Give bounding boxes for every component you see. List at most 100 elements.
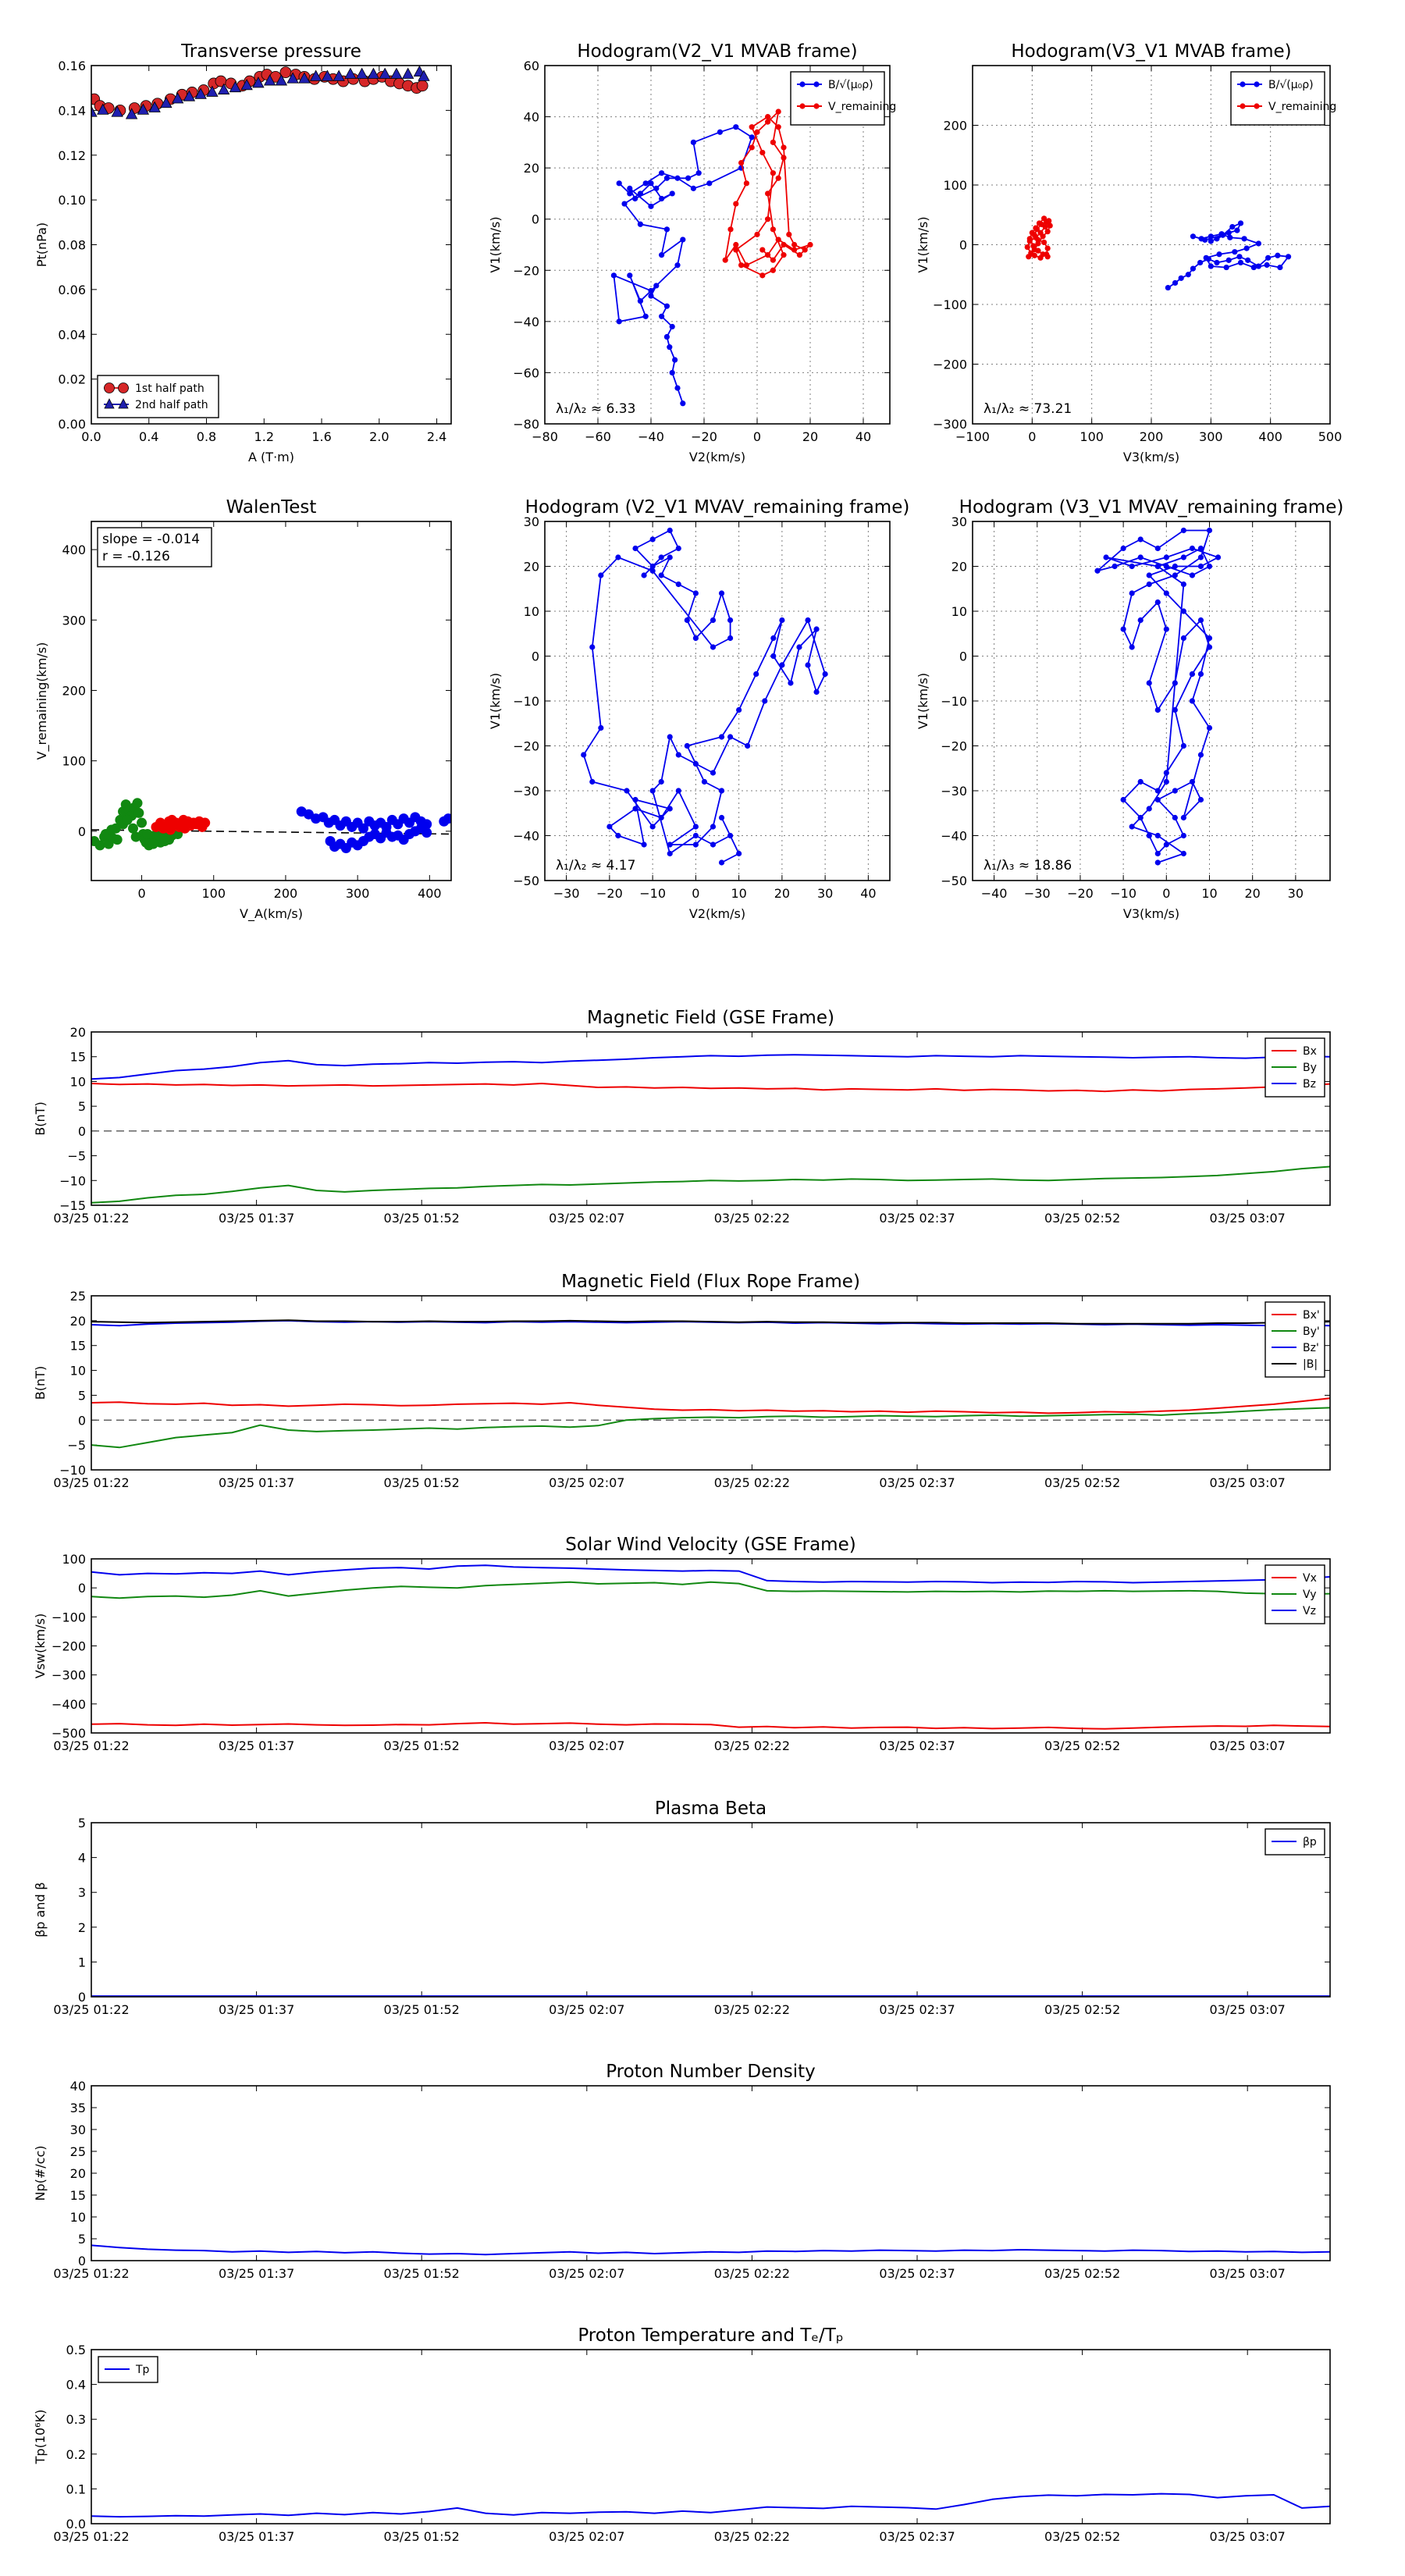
y-tick-label: 0.3 (66, 2412, 86, 2427)
data-point (606, 824, 613, 830)
data-point (710, 644, 717, 650)
y-tick-label: 15 (70, 1339, 86, 1354)
data-point (1041, 239, 1048, 246)
data-point (663, 226, 670, 233)
y-tick-label: 20 (70, 1025, 86, 1040)
chart-p3: Hodogram(V3_V1 MVAB frame) −100 0 100 200 300… (916, 41, 1342, 464)
legend-marker (1254, 81, 1260, 87)
x-tick-label: 30 (817, 886, 833, 901)
data-point (738, 159, 745, 166)
data-point (1220, 232, 1226, 238)
data-point (610, 272, 617, 279)
series-line-tp (91, 2492, 1330, 2518)
y-tick-label: 30 (70, 2122, 86, 2137)
y-tick-label: 0 (78, 824, 86, 839)
y-tick-label: 4 (78, 1851, 86, 1866)
legend: βp (1264, 1828, 1325, 1856)
data-point (1189, 671, 1196, 678)
y-axis-label: Tp(10⁶K) (33, 2410, 48, 2465)
data-point (727, 832, 734, 839)
data-point (759, 149, 766, 156)
data-point (137, 817, 148, 828)
series-group (91, 2492, 1330, 2518)
x-tick-label: −20 (596, 886, 623, 901)
x-tick-label: 03/25 01:37 (219, 1738, 294, 1753)
x-axis-label: V_A(km/s) (240, 906, 303, 922)
y-tick-label: 0 (78, 1124, 86, 1139)
x-tick-label: 20 (774, 886, 790, 901)
y-tick-label: 3 (78, 1885, 86, 1900)
data-point (1223, 264, 1229, 271)
y-tick-label: −200 (933, 358, 967, 372)
data-point (727, 734, 734, 740)
y-tick-label: −300 (52, 1668, 86, 1683)
data-point (791, 247, 798, 253)
data-point (667, 850, 673, 857)
legend-label: Bx' (1303, 1309, 1320, 1322)
x-tick-label: 03/25 02:07 (549, 2529, 624, 2544)
chart-title: Plasma Beta (655, 1799, 767, 1819)
plot-frame (91, 1558, 1331, 1734)
series-line-bx- (91, 1397, 1330, 1414)
legend-marker (118, 382, 129, 393)
data-point (1197, 752, 1204, 758)
x-tick-label: 03/25 03:07 (1210, 1738, 1286, 1753)
x-tick-label: 200 (274, 886, 298, 901)
legend: Bx By Bz (1264, 1037, 1325, 1098)
y-tick-label: 100 (62, 754, 86, 769)
data-point (627, 185, 633, 191)
data-point (718, 590, 725, 596)
data-point (727, 635, 734, 642)
series-group (91, 1319, 1330, 1449)
data-point (1189, 778, 1196, 785)
data-point (632, 545, 638, 552)
data-point (1185, 272, 1191, 278)
y-tick-label: 0.4 (66, 2378, 86, 2393)
series-line-bz (91, 1054, 1330, 1080)
data-point (1046, 218, 1052, 224)
data-point (1137, 554, 1144, 560)
series-line-by (91, 1165, 1330, 1204)
series-line--b- (91, 1319, 1330, 1325)
x-tick-label: 03/25 01:52 (384, 1211, 460, 1226)
data-point (1234, 227, 1240, 233)
x-tick-label: 03/25 03:07 (1210, 2002, 1286, 2017)
data-point (1172, 279, 1179, 286)
data-point (91, 105, 98, 117)
chart-title: Hodogram (V3_V1 MVAV_remaining frame) (959, 497, 1344, 518)
y-tick-label: −5 (67, 1149, 86, 1164)
data-point (1036, 220, 1043, 226)
legend-label: 1st half path (135, 382, 205, 395)
data-point (1214, 259, 1220, 266)
data-point (1206, 527, 1213, 534)
data-point (765, 119, 771, 125)
chart-p8: Magnetic Field (Flux Rope Frame) 03/25 01… (33, 1272, 1331, 1490)
y-tick-label: 25 (70, 2144, 86, 2159)
y-axis-label: V1(km/s) (488, 673, 503, 729)
data-point (183, 90, 196, 101)
data-point (1172, 814, 1178, 821)
data-point (1245, 257, 1251, 263)
data-point (1255, 263, 1261, 269)
data-point (680, 400, 686, 407)
data-point (418, 69, 430, 81)
x-tick-label: 03/25 02:07 (549, 2266, 624, 2281)
data-point (1037, 229, 1044, 236)
y-tick-label: 1 (78, 1955, 86, 1969)
data-point (718, 814, 725, 821)
data-point (692, 824, 699, 830)
y-axis-label: Np(#/cc) (33, 2146, 48, 2201)
data-point (1277, 264, 1283, 271)
data-point (1180, 814, 1186, 821)
data-point (805, 617, 811, 624)
data-point (309, 69, 322, 81)
x-tick-label: 03/25 02:22 (714, 1475, 790, 1490)
x-tick-label: 03/25 02:52 (1044, 1475, 1120, 1490)
data-point (206, 85, 219, 97)
y-tick-label: 0.10 (58, 193, 86, 208)
data-point (1154, 859, 1161, 866)
x-tick-label: 0 (137, 886, 145, 901)
y-tick-label: 200 (62, 683, 86, 698)
data-point (598, 724, 604, 731)
